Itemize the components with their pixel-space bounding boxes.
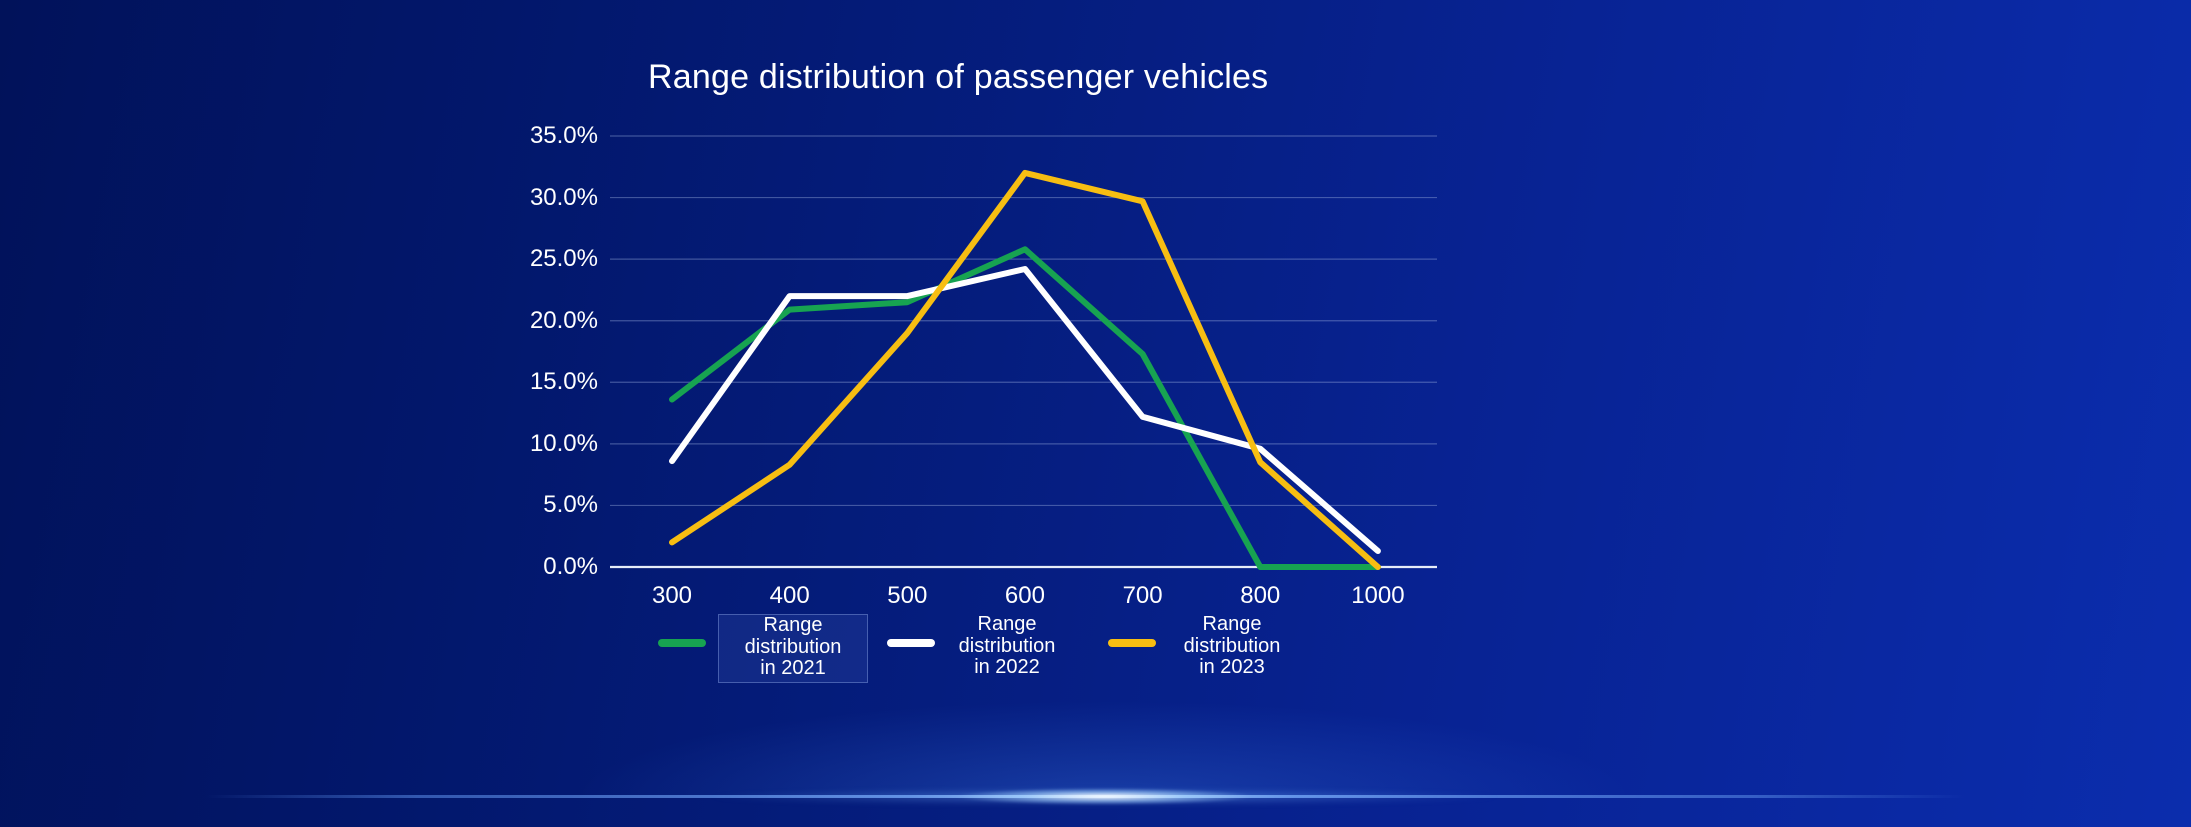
line-chart-plot [610, 135, 1437, 570]
legend-item-2021[interactable]: Range distribution in 2021 [658, 608, 871, 688]
y-tick-label: 10.0% [529, 429, 598, 457]
series-line-2022 [669, 266, 1381, 554]
legend-chip-2021 [658, 639, 706, 647]
legend-item-2022[interactable]: Range distribution in 2022 [887, 608, 1085, 688]
series-line-2023 [669, 169, 1381, 570]
x-tick-label: 400 [769, 582, 810, 609]
y-tick-label: 5.0% [543, 491, 598, 519]
legend-label-2023: Range distribution in 2023 [1183, 613, 1281, 678]
y-tick-label: 15.0% [529, 368, 598, 396]
legend-item-2023[interactable]: Range distribution in 2023 [1108, 608, 1310, 688]
legend-label-2022: Range distribution in 2022 [958, 613, 1056, 678]
legend-chip-2022 [887, 639, 935, 647]
x-tick-label: 800 [1240, 582, 1281, 609]
x-tick-label: 500 [887, 582, 928, 609]
series-line-2021 [669, 246, 1381, 570]
x-tick-label: 700 [1122, 582, 1163, 609]
x-tick-label: 1000 [1351, 582, 1405, 609]
y-tick-label: 30.0% [529, 183, 598, 211]
y-tick-label: 35.0% [529, 122, 598, 149]
horizon-soft-glow [704, 789, 1504, 805]
chart-title: Range distribution of passenger vehicles [648, 58, 1269, 96]
x-tick-label: 600 [1004, 582, 1045, 609]
horizon-haze [354, 660, 1854, 797]
legend-label-2021: Range distribution in 2021 [718, 614, 868, 683]
y-tick-label: 0.0% [543, 552, 598, 580]
y-tick-label: 20.0% [529, 306, 598, 334]
legend-chip-2023 [1108, 639, 1156, 647]
horizon-glow-line [205, 795, 1965, 798]
y-tick-label: 25.0% [529, 245, 598, 273]
x-tick-label: 300 [651, 582, 693, 609]
lens-flare [954, 788, 1254, 805]
